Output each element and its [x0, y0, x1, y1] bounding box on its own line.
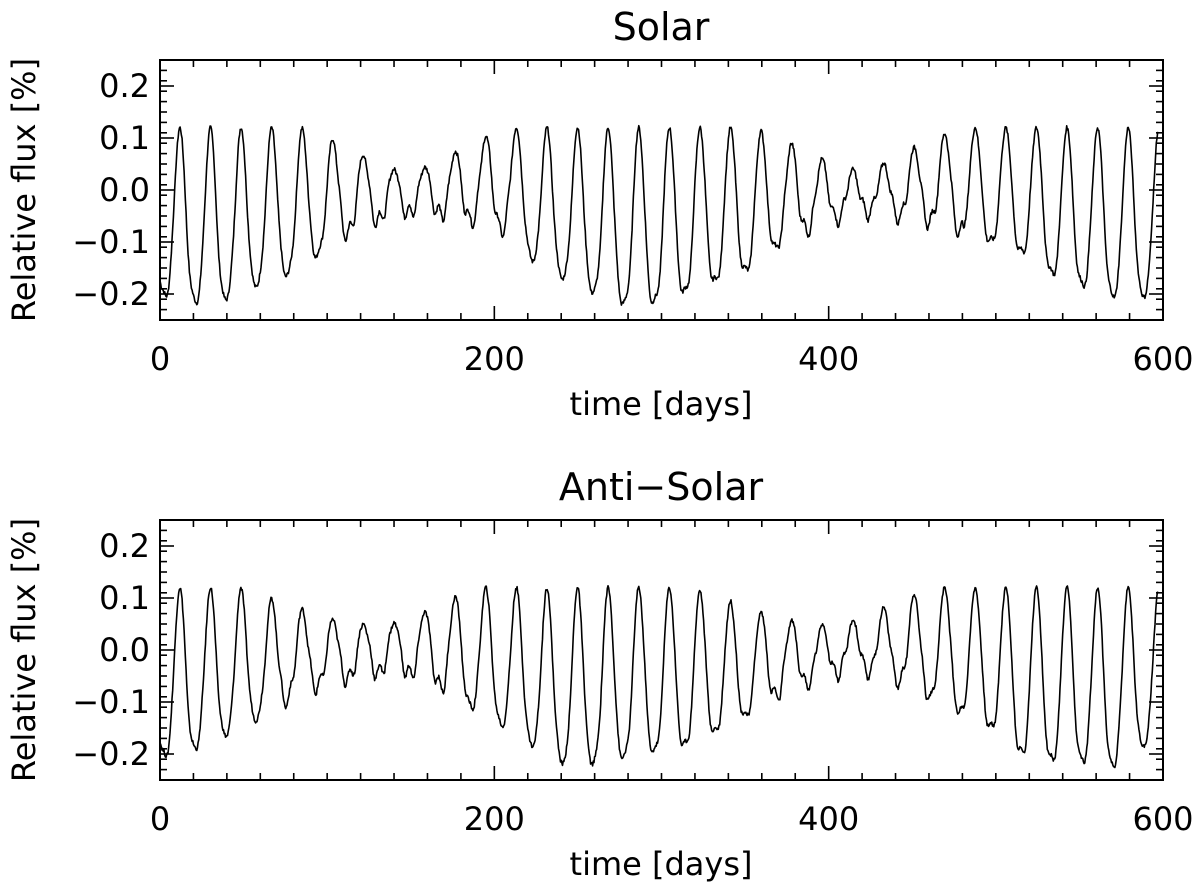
tick-layer [159, 519, 1164, 781]
chart-title: Anti−Solar [559, 465, 764, 509]
y-tick-label: 0.0 [99, 171, 150, 209]
x-tick-label: 400 [798, 340, 859, 378]
x-tick-label: 0 [150, 340, 170, 378]
tick-label-layer: 0 200 400 600 −0.2 −0.1 0.0 0.1 0.2 [72, 67, 1193, 378]
chart-title: Solar [613, 5, 710, 49]
x-tick-label: 600 [1132, 340, 1193, 378]
series-line [159, 585, 1159, 769]
x-axis-label: time [days] [570, 385, 753, 423]
series-line [159, 124, 1159, 306]
solar-panel: Solar Relative flux [%] time [days] 0 200… [5, 5, 1194, 423]
tick-label-layer: 0 200 400 600 −0.2 −0.1 0.0 0.1 0.2 [72, 527, 1193, 838]
y-axis-label: Relative flux [%] [5, 518, 43, 782]
y-tick-label: 0.2 [99, 67, 150, 105]
x-tick-label: 400 [798, 800, 859, 838]
anti-solar-panel: Anti−Solar Relative flux [%] time [days]… [5, 465, 1194, 883]
y-axis-label: Relative flux [%] [5, 58, 43, 322]
y-tick-label: 0.1 [99, 579, 150, 617]
y-tick-label: 0.2 [99, 527, 150, 565]
x-tick-label: 200 [464, 800, 525, 838]
tick-layer [159, 59, 1164, 321]
y-tick-label: −0.1 [72, 223, 150, 261]
x-axis-label: time [days] [570, 845, 753, 883]
x-tick-label: 0 [150, 800, 170, 838]
x-tick-label: 200 [464, 340, 525, 378]
plot-frame [159, 519, 1164, 781]
y-tick-label: 0.0 [99, 631, 150, 669]
y-tick-label: −0.2 [72, 735, 150, 773]
y-tick-label: −0.2 [72, 275, 150, 313]
x-tick-label: 600 [1132, 800, 1193, 838]
y-tick-label: −0.1 [72, 683, 150, 721]
y-tick-label: 0.1 [99, 119, 150, 157]
